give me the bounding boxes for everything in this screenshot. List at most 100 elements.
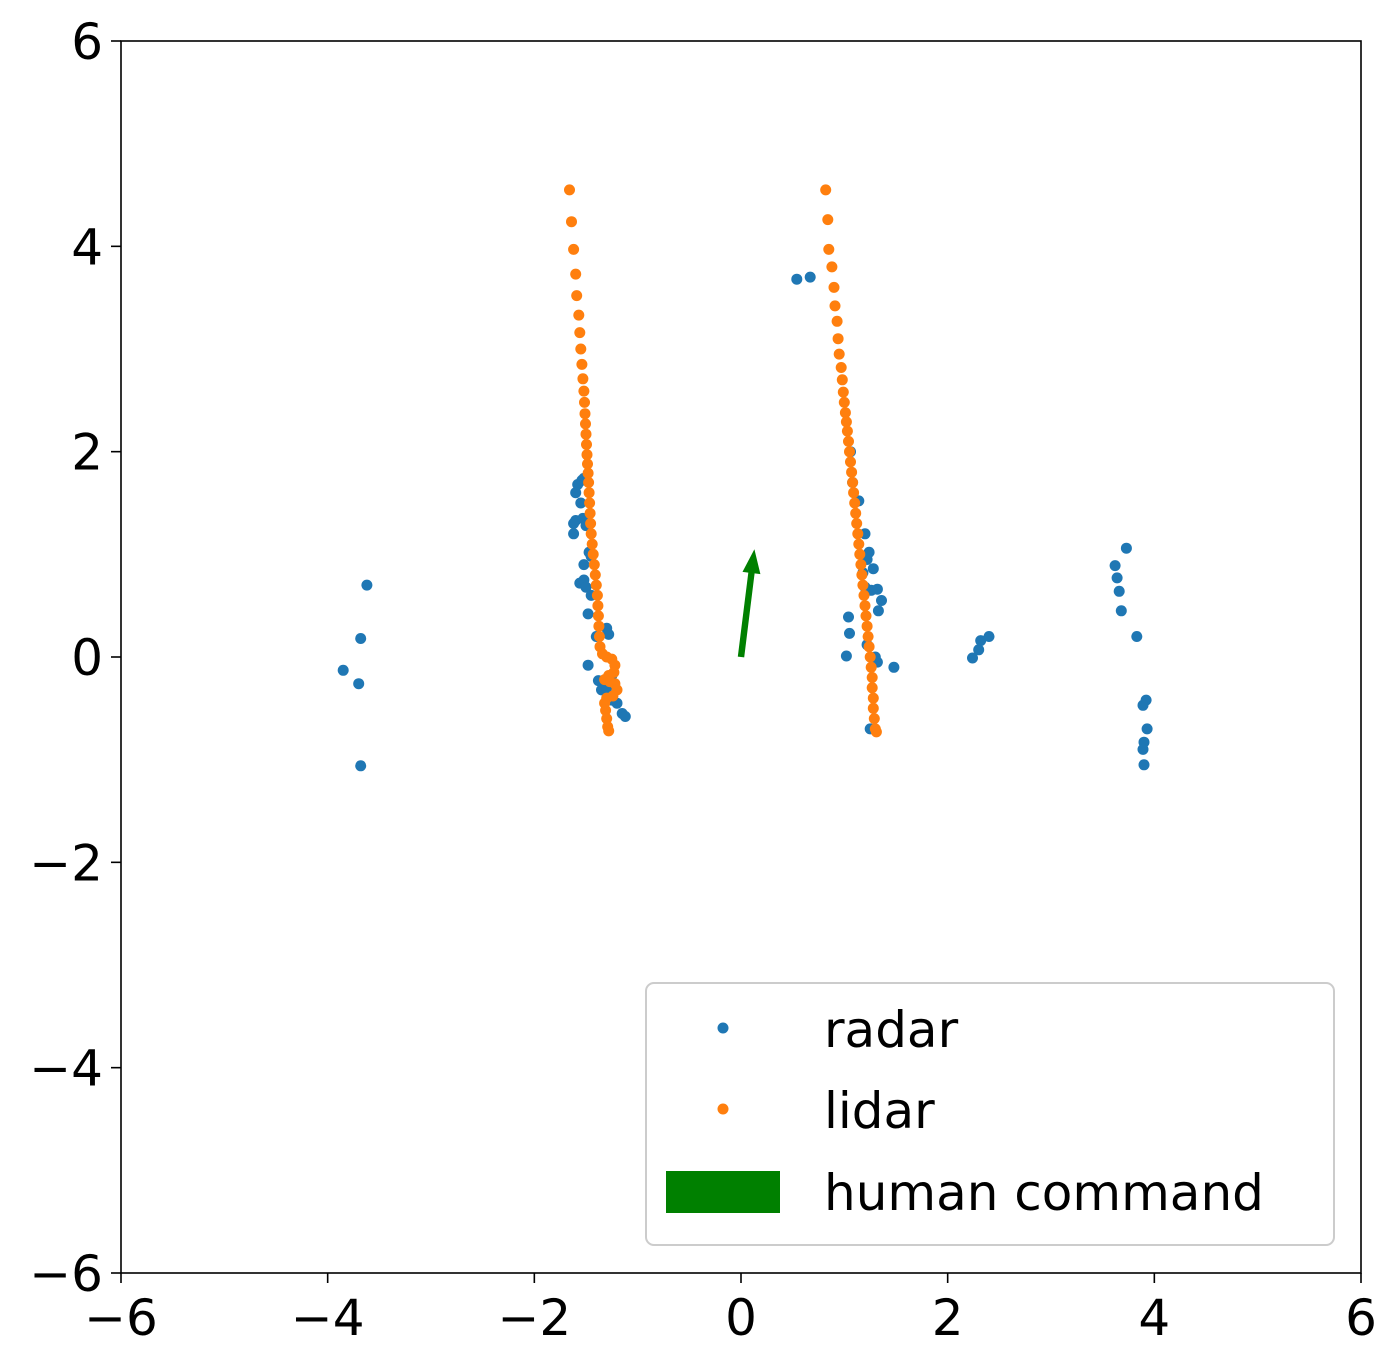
- radar-point: [975, 635, 987, 647]
- legend-label-human-command: human command: [824, 1164, 1264, 1222]
- radar-point: [575, 497, 587, 509]
- x-tick-label: −2: [497, 1289, 571, 1347]
- lidar-point: [839, 407, 851, 419]
- radar-point: [355, 633, 367, 644]
- lidar-point: [870, 726, 882, 738]
- lidar-point: [835, 362, 847, 373]
- lidar-point: [846, 466, 858, 478]
- radar-point: [983, 631, 995, 642]
- radar-point: [570, 487, 582, 499]
- lidar-point: [580, 418, 591, 430]
- legend-marker-lidar: [717, 1103, 729, 1115]
- lidar-point: [586, 538, 598, 550]
- lidar-point: [585, 518, 597, 529]
- lidar-point: [828, 281, 840, 293]
- lidar-point: [593, 631, 605, 642]
- y-tick-label: −2: [29, 834, 103, 892]
- radar-point: [355, 760, 367, 772]
- x-tick-label: −6: [84, 1289, 158, 1347]
- y-tick-label: 6: [71, 13, 103, 71]
- lidar-point: [851, 518, 863, 529]
- radar-point: [1131, 631, 1143, 642]
- lidar-point: [859, 600, 871, 612]
- lidar-point: [840, 416, 852, 428]
- y-tick-label: 4: [71, 218, 103, 276]
- legend-patch-human-command: [666, 1171, 780, 1213]
- lidar-point: [867, 692, 879, 704]
- y-tick-label: 0: [71, 629, 103, 687]
- radar-point: [337, 664, 349, 676]
- legend: radar lidar human command: [645, 982, 1335, 1246]
- radar-point: [1109, 560, 1121, 572]
- x-tick-label: 2: [932, 1289, 964, 1347]
- x-tick-label: 6: [1345, 1289, 1377, 1347]
- lidar-point: [857, 579, 869, 591]
- radar-point: [578, 559, 590, 571]
- lidar-point: [601, 713, 613, 725]
- human-command-arrow: [737, 549, 761, 658]
- series-lidar: [564, 184, 882, 738]
- arrow-layer: [737, 549, 761, 658]
- lidar-point: [571, 290, 583, 302]
- legend-marker-radar: [717, 1022, 729, 1034]
- lidar-point: [592, 610, 604, 622]
- lidar-point: [868, 713, 880, 725]
- lidar-point: [588, 559, 600, 571]
- lidar-point: [838, 396, 850, 408]
- radar-point: [353, 678, 365, 690]
- lidar-point: [837, 386, 849, 398]
- radar-point: [619, 711, 631, 722]
- radar-point: [1115, 605, 1127, 617]
- lidar-point: [581, 449, 593, 461]
- lidar-point: [826, 261, 838, 273]
- lidar-point: [861, 620, 873, 632]
- lidar-point: [581, 439, 592, 450]
- lidar-point: [579, 408, 591, 420]
- data-layer: [337, 184, 1153, 772]
- lidar-point: [820, 184, 832, 196]
- lidar-point: [831, 315, 843, 327]
- lidar-point: [580, 428, 592, 440]
- lidar-point: [845, 456, 856, 468]
- lidar-point: [849, 497, 861, 509]
- y-tick-label: −6: [29, 1245, 103, 1303]
- radar-point: [973, 644, 985, 656]
- lidar-point: [582, 467, 594, 479]
- lidar-point: [844, 446, 855, 458]
- radar-point: [1113, 585, 1125, 597]
- lidar-point: [866, 672, 878, 683]
- lidar-point: [832, 333, 844, 345]
- radar-point: [603, 628, 615, 640]
- radar-point: [1137, 699, 1149, 711]
- lidar-point: [843, 435, 854, 447]
- radar-point: [791, 273, 803, 285]
- legend-label-radar: radar: [824, 1001, 959, 1059]
- radar-point: [843, 611, 854, 623]
- x-tick-label: 0: [725, 1289, 757, 1347]
- lidar-point: [852, 528, 864, 540]
- radar-point: [876, 595, 887, 606]
- lidar-point: [590, 579, 602, 591]
- lidar-point: [600, 704, 612, 716]
- series-radar: [337, 271, 1153, 772]
- lidar-point: [566, 216, 577, 228]
- legend-label-lidar: lidar: [824, 1082, 935, 1140]
- lidar-point: [858, 589, 870, 601]
- radar-point: [804, 271, 816, 283]
- lidar-point: [603, 725, 615, 737]
- radar-point: [582, 608, 594, 620]
- lidar-point: [822, 214, 834, 226]
- lidar-point: [579, 396, 590, 408]
- lidar-point: [589, 569, 601, 581]
- lidar-point: [584, 497, 596, 509]
- lidar-point: [577, 373, 589, 385]
- lidar-point: [829, 300, 841, 312]
- lidar-point: [823, 243, 835, 255]
- lidar-point: [847, 477, 859, 488]
- x-tick-label: 4: [1138, 1289, 1170, 1347]
- radar-point: [580, 581, 592, 593]
- legend-box: [645, 982, 1335, 1246]
- lidar-point: [855, 559, 867, 571]
- lidar-point: [860, 610, 872, 622]
